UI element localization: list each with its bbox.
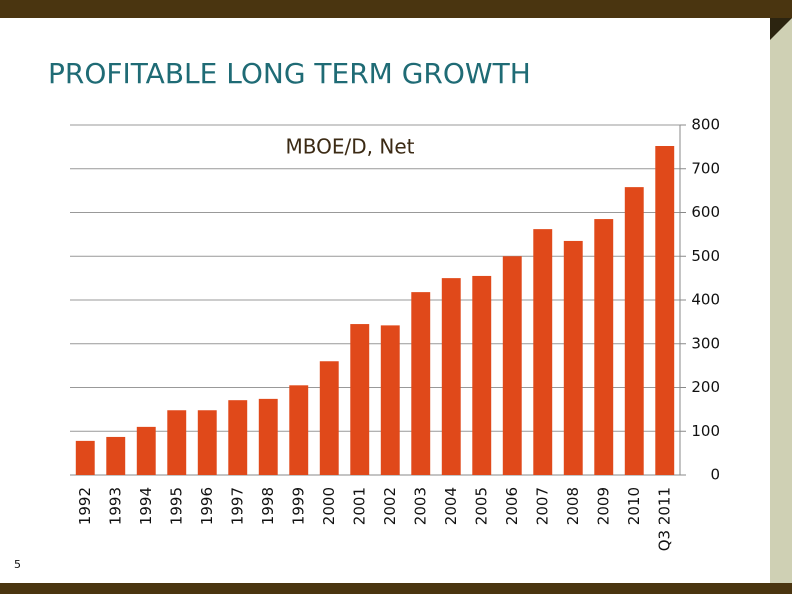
bar	[624, 187, 644, 475]
x-tick-label: 1995	[167, 487, 185, 525]
slide-title: PROFITABLE LONG TERM GROWTH	[48, 57, 531, 90]
corner	[770, 18, 792, 40]
y-tick-label: 200	[691, 378, 720, 396]
bar	[472, 275, 492, 475]
bar	[380, 325, 400, 475]
bar	[563, 240, 583, 475]
x-tick-label: 2001	[350, 487, 368, 525]
bar	[319, 361, 339, 475]
x-tick-label: 1997	[228, 487, 246, 525]
x-tick-label: 2009	[594, 487, 612, 525]
x-tick-label: 2003	[411, 487, 429, 525]
y-tick-label: 400	[691, 291, 720, 309]
y-tick-label: 700	[691, 159, 720, 177]
x-tick-label: 2002	[381, 487, 399, 525]
y-tick-label: 0	[710, 466, 720, 484]
x-tick-label: 1992	[76, 487, 94, 525]
bar	[197, 410, 217, 475]
x-tick-label: 1998	[259, 487, 277, 525]
bar	[411, 292, 431, 475]
x-tick-label: Q3 2011	[655, 487, 673, 551]
bar	[167, 410, 187, 475]
x-tick-label: 2004	[442, 487, 460, 525]
x-tick-label: 1993	[106, 487, 124, 525]
x-tick-label: 1994	[137, 487, 155, 525]
y-tick-label: 500	[691, 247, 720, 265]
x-tick-label: 2010	[625, 487, 643, 525]
bar	[350, 324, 370, 475]
x-tick-label: 1999	[289, 487, 307, 525]
x-tick-label: 2000	[320, 487, 338, 525]
bottom-bar	[0, 583, 792, 594]
x-tick-label: 2005	[472, 487, 490, 525]
bar	[502, 256, 522, 475]
y-tick-label: 600	[691, 203, 720, 221]
bar	[289, 385, 309, 475]
x-tick-label: 2006	[503, 487, 521, 525]
bar	[136, 426, 156, 475]
y-tick-label: 300	[691, 334, 720, 352]
top-bar	[0, 0, 792, 18]
bar	[655, 146, 675, 475]
bar	[594, 219, 614, 475]
y-tick-label: 100	[691, 422, 720, 440]
page-number: 5	[14, 558, 21, 571]
x-tick-label: 2008	[564, 487, 582, 525]
bar	[258, 398, 278, 475]
bar	[106, 436, 126, 475]
bar	[533, 229, 553, 475]
bar	[441, 278, 461, 475]
bar	[228, 400, 248, 475]
side-strip	[770, 18, 792, 583]
x-tick-label: 1996	[198, 487, 216, 525]
bar	[75, 440, 95, 475]
y-tick-label: 800	[691, 116, 720, 134]
chart-subtitle: MBOE/D, Net	[286, 135, 415, 159]
x-tick-label: 2007	[533, 487, 551, 525]
